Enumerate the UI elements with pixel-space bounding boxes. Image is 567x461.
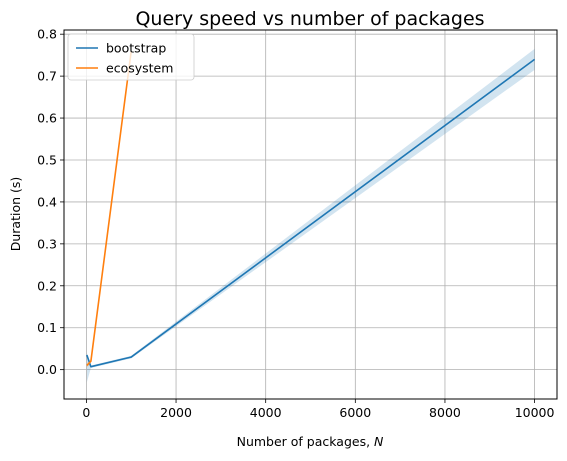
x-axis-label: Number of packages, N xyxy=(237,434,384,449)
y-axis-label: Duration (s) xyxy=(8,177,23,252)
series-ecosystem-confidence-band xyxy=(86,46,132,368)
legend-box xyxy=(67,33,195,81)
chart-title: Query speed vs number of packages xyxy=(135,8,484,30)
x-tick-label: 2000 xyxy=(160,405,192,420)
x-tick-label: 4000 xyxy=(250,405,282,420)
grid-layer xyxy=(64,30,557,399)
y-tick-label: 0.3 xyxy=(37,236,57,251)
y-tick-label: 0.6 xyxy=(37,111,57,126)
x-tick-label: 0 xyxy=(82,405,90,420)
series-bootstrap-line xyxy=(86,58,536,368)
y-tick-label: 0.7 xyxy=(37,69,57,84)
legend-label-ecosystem: ecosystem xyxy=(106,61,173,76)
y-tick-label: 0.2 xyxy=(37,278,57,293)
y-tick-label: 0.1 xyxy=(37,320,57,335)
x-axis-label-variable: N xyxy=(374,434,384,449)
y-tick-label: 0.8 xyxy=(37,27,57,42)
legend-label-bootstrap: bootstrap xyxy=(106,41,166,56)
x-tick-label: 10000 xyxy=(515,405,555,420)
y-tick-label: 0.4 xyxy=(37,194,57,209)
series-line-layer xyxy=(86,50,536,368)
x-tick-label: 6000 xyxy=(339,405,371,420)
y-tick-label: 0.5 xyxy=(37,152,57,167)
tick-layer: 0 2000 4000 6000 8000 10000 0.0 0.1 0.2 0.3 0.4 0.5… xyxy=(37,27,554,420)
x-axis-label-text: Number of packages, xyxy=(237,434,374,449)
confidence-band-layer xyxy=(86,46,535,383)
x-tick-label: 8000 xyxy=(429,405,461,420)
legend: bootstrap ecosystem xyxy=(67,33,195,81)
series-ecosystem-line xyxy=(86,50,133,367)
plot-frame xyxy=(63,29,558,400)
y-tick-label: 0.0 xyxy=(37,362,57,377)
series-bootstrap-confidence-band xyxy=(86,48,535,383)
